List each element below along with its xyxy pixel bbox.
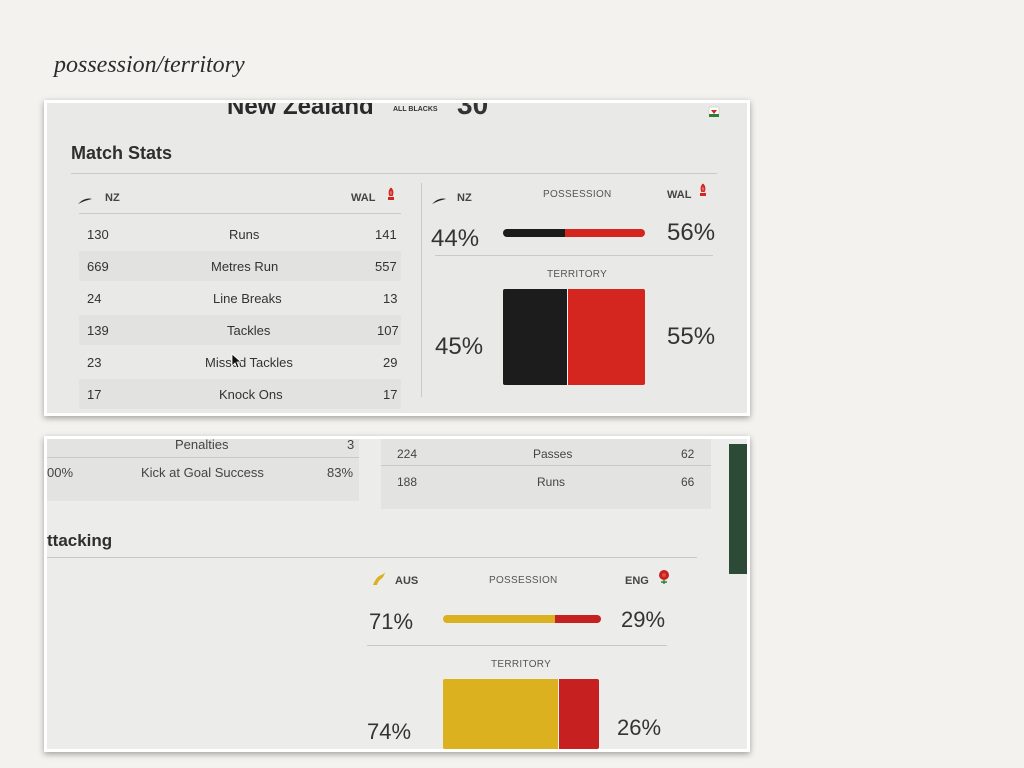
- cut-score: 30: [457, 100, 489, 120]
- section-title: Match Stats: [71, 143, 173, 163]
- section-title: ttacking: [47, 531, 113, 550]
- possession-divider: [435, 255, 713, 256]
- right-row-away-value: 66: [681, 475, 695, 489]
- row-away-value: 557: [375, 259, 397, 274]
- territory-home-pct: 74%: [367, 719, 412, 744]
- possession-bar-away: [565, 229, 645, 237]
- slide-title: possession/territory: [54, 52, 245, 78]
- table-row: 17 Knock Ons 17: [79, 379, 401, 409]
- wales-feathers-icon: [388, 187, 394, 200]
- section-divider: [47, 557, 697, 558]
- right-stats-panel: [381, 439, 711, 509]
- row-label: Line Breaks: [213, 291, 282, 306]
- right-row-away-value: 62: [681, 447, 695, 461]
- mouse-cursor-icon: [231, 353, 243, 369]
- left-row-divider: [47, 457, 359, 458]
- row-home-value: 130: [87, 227, 109, 242]
- row-away-value: 17: [383, 387, 398, 402]
- row-label: Missed Tackles: [205, 355, 293, 370]
- possession-bar-home: [503, 229, 566, 237]
- row-label: Knock Ons: [219, 387, 283, 402]
- cut-team-name: New Zealand: [227, 100, 374, 120]
- right-row-label: Passes: [533, 447, 573, 461]
- left-row-home-value: 00%: [47, 465, 74, 480]
- screenshot-photo-bottom: Penalties 3 00% Kick at Goal Success 83%…: [44, 436, 750, 752]
- possession-label: POSSESSION: [489, 575, 558, 586]
- england-rose-icon: [659, 570, 669, 584]
- possession-home-pct: 44%: [431, 225, 480, 252]
- row-away-value: 13: [383, 291, 398, 306]
- possession-away-team: ENG: [625, 575, 649, 587]
- wales-feathers-icon: [700, 183, 706, 196]
- table-row: 24 Line Breaks 13: [79, 283, 401, 313]
- table-row: 23 Missed Tackles 29: [79, 347, 401, 377]
- territory-label: TERRITORY: [491, 659, 552, 670]
- left-row-value: 83%: [327, 465, 354, 480]
- possession-bar: [443, 615, 601, 623]
- row-home-value: 17: [87, 387, 102, 402]
- territory-fill-home: [503, 289, 567, 385]
- territory-box: [503, 289, 645, 385]
- possession-bar: [503, 229, 645, 237]
- row-home-value: 23: [87, 355, 102, 370]
- territory-box: [443, 679, 599, 749]
- possession-bar-home: [443, 615, 556, 623]
- possession-bar-away: [555, 615, 601, 623]
- row-label: Metres Run: [211, 259, 279, 274]
- wales-crest-icon: [708, 106, 720, 118]
- row-away-value: 107: [377, 323, 399, 338]
- panel-divider: [421, 183, 422, 397]
- territory-fill-away: [558, 679, 599, 749]
- table-row: 130 Runs 141: [79, 219, 401, 249]
- right-row-home-value: 224: [397, 447, 418, 461]
- possession-divider: [367, 645, 667, 646]
- territory-fill-home: [443, 679, 559, 749]
- row-away-value: 141: [375, 227, 397, 242]
- possession-away-team: WAL: [667, 189, 692, 201]
- territory-fill-away: [566, 289, 645, 385]
- table-home-team: NZ: [105, 192, 120, 204]
- all-blacks-fern-icon: [432, 198, 446, 204]
- left-stats-panel: [47, 439, 359, 501]
- row-home-value: 669: [87, 259, 109, 274]
- left-row-label: Penalties: [175, 437, 229, 452]
- table-header-divider: [79, 213, 401, 214]
- right-row-home-value: 188: [397, 475, 418, 489]
- right-row-label: Runs: [537, 475, 566, 489]
- left-row-label: Kick at Goal Success: [141, 465, 264, 480]
- territory-home-pct: 45%: [435, 333, 484, 360]
- all-blacks-fern-icon: [78, 198, 92, 204]
- possession-home-team: AUS: [395, 575, 419, 587]
- left-row-value: 3: [347, 437, 355, 452]
- possession-label: POSSESSION: [543, 189, 612, 200]
- territory-label: TERRITORY: [547, 269, 608, 280]
- possession-away-pct: 29%: [621, 607, 666, 632]
- row-label: Runs: [229, 227, 260, 242]
- possession-home-team: NZ: [457, 192, 472, 204]
- table-row: 139 Tackles 107: [79, 315, 401, 345]
- cut-team-tag: ALL BLACKS: [393, 106, 438, 113]
- table-row: 669 Metres Run 557: [79, 251, 401, 281]
- row-home-value: 24: [87, 291, 102, 306]
- right-row-divider: [381, 465, 711, 466]
- territory-away-pct: 26%: [617, 715, 662, 740]
- row-home-value: 139: [87, 323, 109, 338]
- territory-away-pct: 55%: [667, 323, 716, 350]
- row-label: Tackles: [227, 323, 271, 338]
- section-divider: [71, 173, 717, 174]
- green-side-panel: [729, 444, 747, 574]
- row-away-value: 29: [383, 355, 398, 370]
- table-away-team: WAL: [351, 192, 376, 204]
- possession-home-pct: 71%: [369, 609, 414, 634]
- screenshot-photo-top: New Zealand ALL BLACKS 30 Match Stats NZ…: [44, 100, 750, 416]
- wallabies-icon: [373, 572, 385, 585]
- possession-away-pct: 56%: [667, 219, 716, 246]
